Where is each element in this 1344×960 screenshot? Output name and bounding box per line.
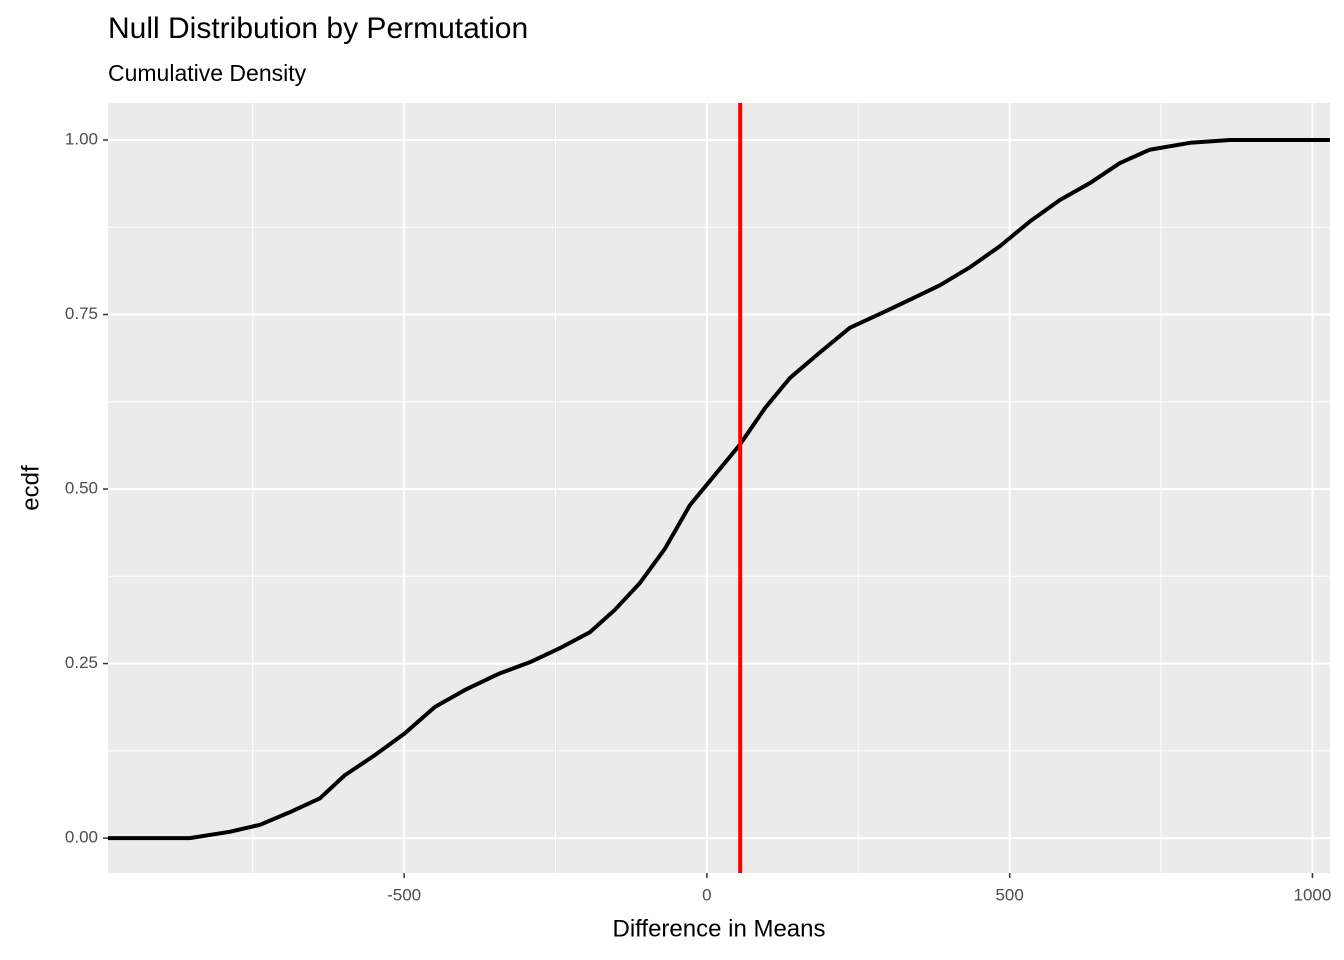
y-tick-label: 1.00: [65, 129, 98, 148]
y-tick-label: 0.50: [65, 479, 98, 498]
y-tick-label: 0.75: [65, 304, 98, 323]
x-tick-label: -500: [387, 885, 421, 904]
chart-subtitle: Cumulative Density: [108, 60, 307, 86]
y-tick-label: 0.25: [65, 653, 98, 672]
x-tick-label: 0: [702, 885, 711, 904]
panel: [108, 103, 1330, 873]
ecdf-line: [108, 137, 1330, 841]
x-tick-label: 500: [995, 885, 1023, 904]
chart-title: Null Distribution by Permutation: [108, 12, 528, 45]
y-tick-label: 0.00: [65, 828, 98, 847]
x-tick-label: 1000: [1294, 885, 1332, 904]
x-axis-title: Difference in Means: [613, 915, 826, 942]
y-axis-title: ecdf: [17, 465, 44, 511]
